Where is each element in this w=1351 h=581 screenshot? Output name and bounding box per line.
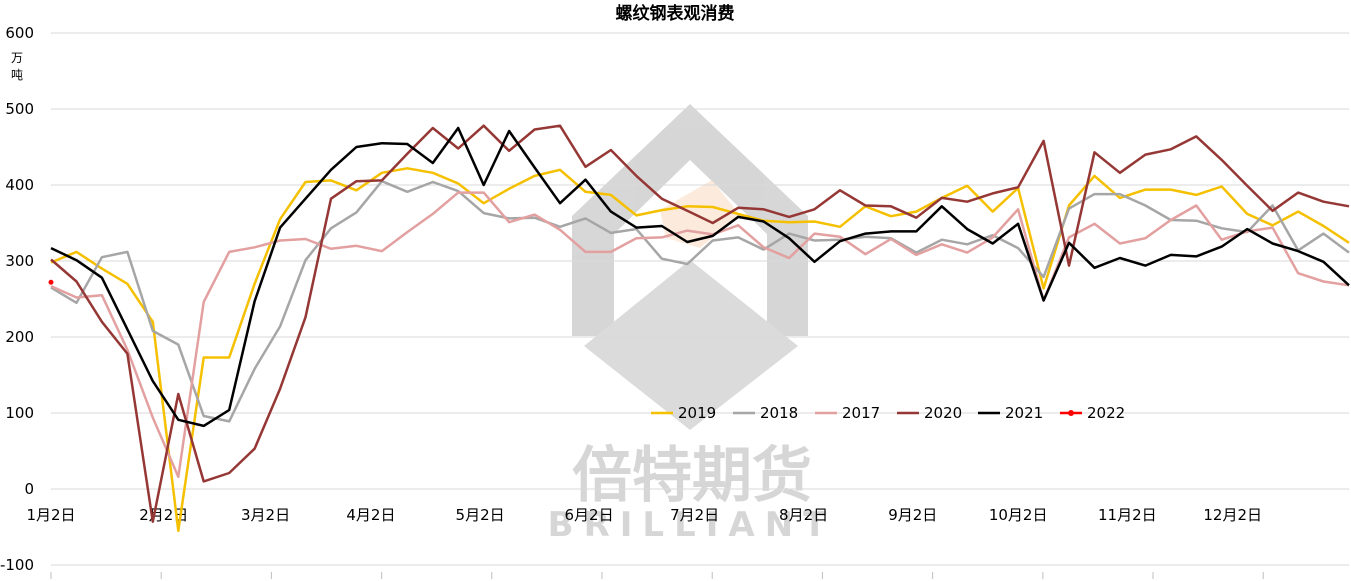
series-line-2021: [50, 126, 1350, 428]
x-tick-label: 5月2日: [456, 506, 505, 524]
y-tick-label: 100: [5, 404, 34, 422]
legend-label-2021: 2021: [1005, 404, 1043, 422]
chart-title: 螺纹钢表观消费: [616, 3, 735, 24]
y-unit-label-2: 吨: [11, 68, 23, 82]
legend-marker-2022: [1068, 410, 1074, 416]
legend-label-2022: 2022: [1087, 404, 1125, 422]
series-2017: [50, 191, 1350, 479]
y-tick-label: 0: [24, 480, 34, 498]
legend-label-2017: 2017: [842, 404, 880, 422]
y-tick-label: 500: [5, 100, 34, 118]
series-line-2017: [50, 191, 1350, 479]
x-tick-label: 12月2日: [1203, 506, 1262, 524]
x-tick-label: 4月2日: [346, 506, 395, 524]
x-tick-label: 11月2日: [1098, 506, 1157, 524]
watermark-logo: 倍特期货 BRILLIANT: [548, 104, 837, 545]
x-tick-label: 3月2日: [241, 506, 290, 524]
watermark-chinese-text: 倍特期货: [572, 441, 812, 511]
y-tick-label: 200: [5, 328, 34, 346]
y-tick-label: 400: [5, 176, 34, 194]
series-line-2018: [50, 179, 1350, 423]
series-2020: [50, 124, 1350, 523]
legend: 2019 2018 2017 2020 2021 2022: [651, 404, 1125, 422]
series-point-2022: [48, 279, 54, 285]
legend-label-2018: 2018: [760, 404, 798, 422]
series-2018: [50, 179, 1350, 423]
x-tick-label: 6月2日: [564, 506, 613, 524]
y-tick-label: 600: [5, 24, 34, 42]
series-2019: [50, 167, 1350, 533]
series-2021: [50, 126, 1350, 428]
x-tick-label: 7月2日: [670, 506, 719, 524]
watermark-english-text: BRILLIANT: [548, 505, 837, 545]
x-tick-label: 8月2日: [779, 506, 828, 524]
legend-label-2019: 2019: [678, 404, 716, 422]
legend-label-2020: 2020: [924, 404, 962, 422]
y-tick-label: 300: [5, 252, 34, 270]
series-line-2020: [50, 124, 1350, 523]
y-tick-label: -100: [0, 556, 34, 574]
x-tick-label: 10月2日: [989, 506, 1048, 524]
x-tick-label: 1月2日: [26, 506, 75, 524]
series-2022: [48, 279, 54, 285]
y-axis: -100 0 100 200 300 400 500 600: [0, 24, 34, 574]
x-tick-label: 9月2日: [888, 506, 937, 524]
y-unit-label-1: 万: [11, 51, 23, 65]
series-line-2019: [50, 167, 1350, 533]
series-layer: [48, 124, 1350, 533]
